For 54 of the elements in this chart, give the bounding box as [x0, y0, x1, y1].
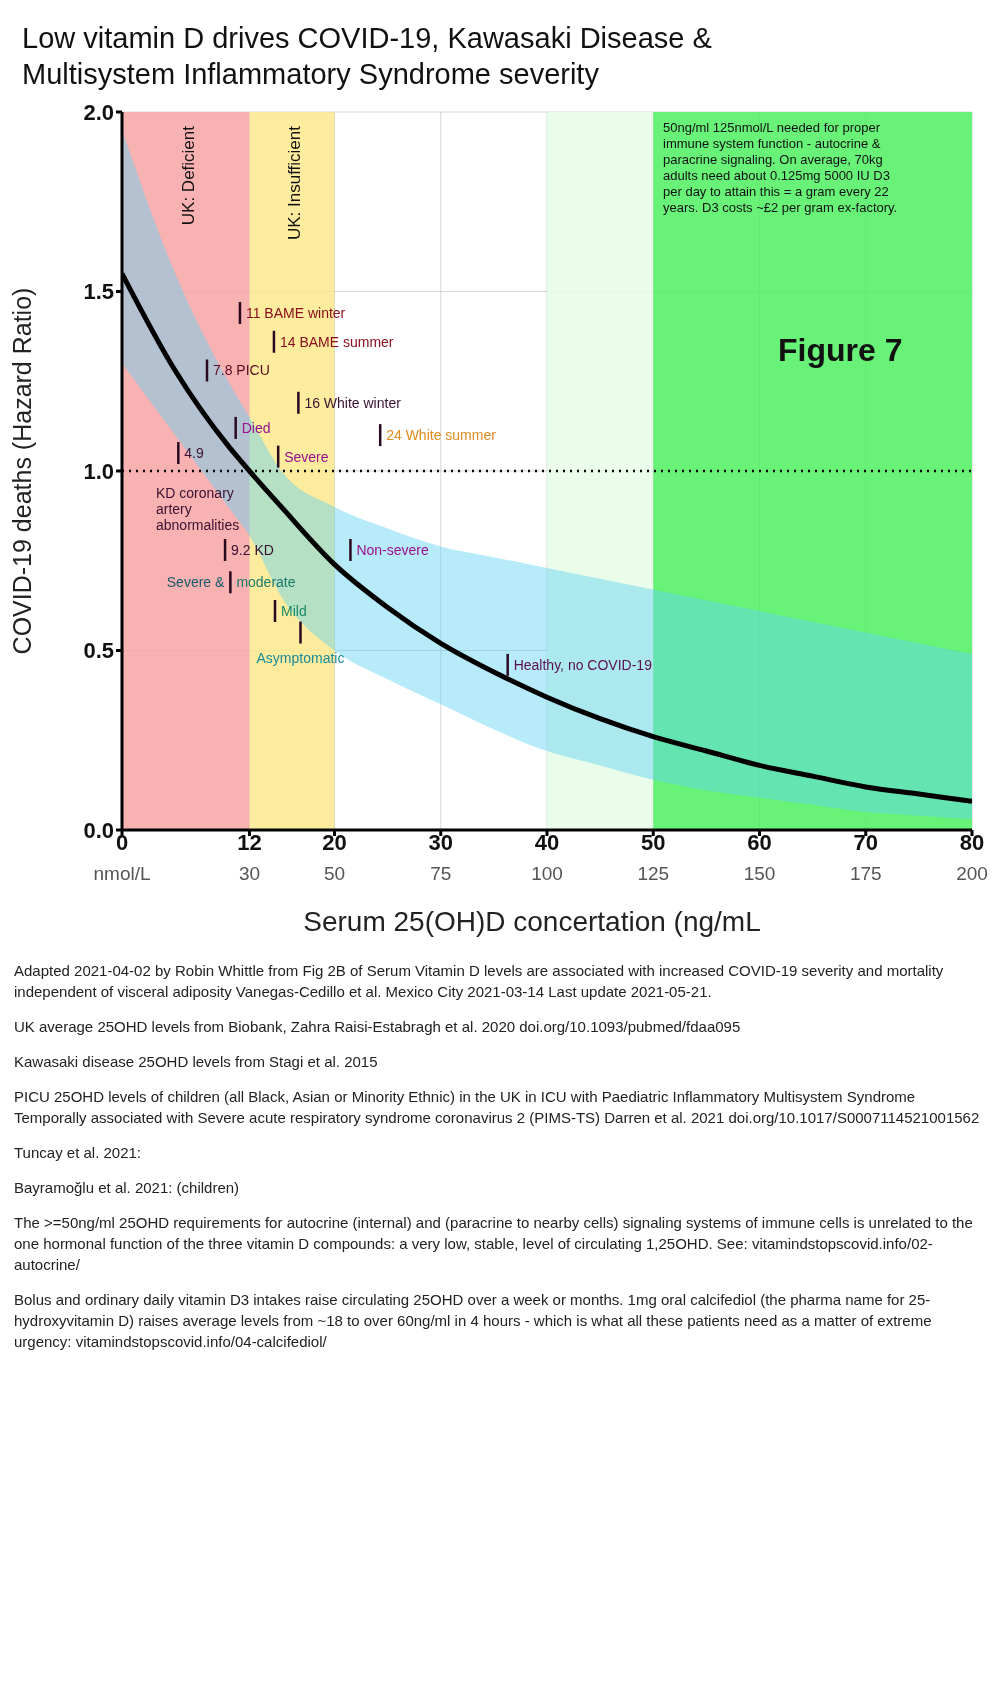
x-tick-label: 70 [853, 829, 878, 855]
x2-tick-label: 175 [849, 863, 882, 884]
band-label: UK: Insufficient [285, 125, 304, 241]
annotation: Figure 7 [778, 332, 903, 369]
text: Kawasaki disease 25OHD levels from Stagi et al. 2015 [14, 1052, 379, 1072]
x-tick-label: 12 [237, 829, 262, 855]
annotation: 7.8 PICU [213, 362, 270, 379]
y-axis-title: COVID-19 deaths (Hazard Ratio) [7, 287, 36, 655]
y-tick-label: 1.5 [83, 279, 114, 305]
x-tick-label: 30 [428, 829, 453, 855]
annotation: 11 BAME winter [245, 305, 346, 322]
y-tick-label: 1.0 [83, 458, 114, 484]
y-tick-label: 0.5 [83, 638, 114, 664]
annotation: 16 White winter [304, 394, 402, 411]
chart-title: Low vitamin D drives COVID-19, Kawasaki Disease & Multisystem Inflammatory Syndrome severity [22, 22, 712, 90]
annotation: Non-severe [356, 541, 430, 558]
x-tick-label: 80 [959, 829, 985, 855]
annotation: KD coronary artery abnormalities [156, 484, 240, 533]
y-tick-label: 0.0 [83, 817, 114, 843]
annotation: moderate [236, 574, 296, 591]
annotation: 9.2 KD [231, 541, 274, 558]
annotation: Healthy, no COVID-19 [513, 656, 653, 673]
x2-tick-label: nmol/L [93, 863, 151, 884]
x2-tick-label: 125 [637, 863, 670, 884]
text: PICU 25OHD levels of children (all Black, Asian or Minority Ethnic) in the UK in ICU with Paediatric Inflammatory Multisystem Syndrome Temporally associated with Severe acute respiratory syndrome coronavirus 2 (PIMS-TS) Darren et al. 2021 doi.org/10.1017/S0007114521001562 [14, 1087, 981, 1128]
text: UK average 25OHD levels from Biobank, Zahra Raisi-Estabragh et al. 2020 doi.org/10.1093/pubmed/fdaa095 [14, 1017, 742, 1037]
x-tick-label: 60 [747, 829, 772, 855]
y-tick-label: 2.0 [83, 99, 114, 125]
band-label: UK: Deficient [178, 125, 198, 226]
annotation: Died [241, 419, 271, 436]
annotation: 4.9 [184, 445, 204, 462]
x-axis-title: Serum 25(OH)D concertation (ng/mL [302, 905, 762, 939]
text: Bolus and ordinary daily vitamin D3 intakes raise circulating 25OHD over a week or months. 1mg oral calcifediol (the pharma name for 25-hydroxyvitamin D) raises average levels from ~18 to over 60ng/ml in 4 hours - which is what all these patients need as a matter of extreme urgency: vitamindstopscovid.info/04-calcifediol/ [14, 1290, 933, 1352]
x2-tick-label: 75 [430, 863, 452, 884]
annotation: 14 BAME summer [279, 333, 394, 350]
annotation: 50ng/ml 125nmol/L needed for proper immune system function - autocrine & paracrine signaling. On average, 70kg adults need about 0.125mg 5000 IU D3 per day to attain this = a gram every 22 years. D3 costs ~£2 per gram ex-factory. [663, 120, 899, 216]
x-tick-label: 50 [641, 829, 666, 855]
annotation: Severe & [166, 574, 226, 591]
text: Adapted 2021-04-02 by Robin Whittle from Fig 2B of Serum Vitamin D levels are associated with increased COVID-19 severity and mortality independent of visceral adiposity Vanegas-Cedillo et al. Mexico City 2021-03-14 Last update 2021-05-21. [14, 961, 945, 1002]
x-tick-label: 0 [115, 829, 129, 855]
annotation: Asymptomatic [256, 649, 345, 666]
annotation: Severe [284, 448, 329, 465]
x-tick-label: 20 [322, 829, 347, 855]
text: Bayramoğlu et al. 2021: (children) [14, 1178, 241, 1198]
x2-tick-label: 30 [238, 863, 261, 884]
text: Tuncay et al. 2021: [14, 1143, 143, 1163]
annotation: Mild [281, 603, 307, 620]
x2-tick-label: 100 [531, 863, 563, 884]
x-tick-label: 40 [534, 829, 560, 855]
x2-tick-label: 200 [956, 863, 988, 884]
annotation: 24 White summer [386, 427, 497, 444]
x2-tick-label: 50 [323, 863, 346, 884]
x2-tick-label: 150 [743, 863, 776, 884]
text: The >=50ng/ml 25OHD requirements for autocrine (internal) and (paracrine to nearby cells) signaling systems of immune cells is unrelated to the one hormonal function of the three vitamin D compounds: a very low, stable, level of circulating 1,25OHD. See: vitamindstopscovid.info/02-autocrine/ [14, 1213, 974, 1275]
